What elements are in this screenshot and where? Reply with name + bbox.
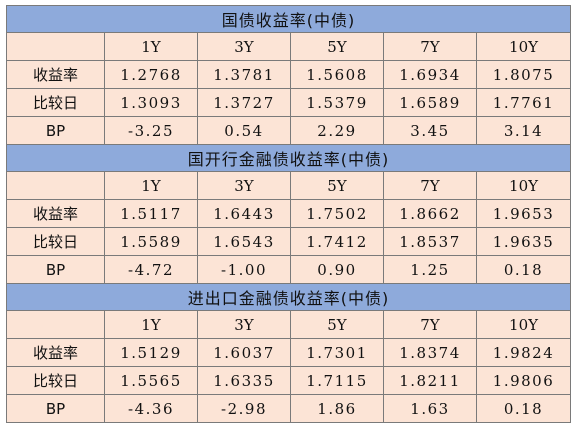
value-cell: 1.5608 [290, 60, 384, 89]
header-cell: 5Y [290, 32, 384, 61]
value-cell: 2.29 [290, 116, 384, 145]
value-cell: 1.8211 [383, 366, 477, 395]
header-cell: 3Y [197, 171, 291, 200]
header-cell: 7Y [383, 310, 477, 339]
header-cell: 10Y [475, 310, 572, 339]
value-cell: 1.7412 [290, 227, 384, 256]
value-cell: 1.7115 [290, 366, 384, 395]
value-cell: 1.6443 [197, 199, 291, 228]
header-cell: 1Y [104, 310, 198, 339]
value-cell: 1.3093 [104, 88, 198, 117]
table-row: 收益率 1.5129 1.6037 1.7301 1.8374 1.9824 [6, 338, 572, 367]
value-cell: 1.5117 [104, 199, 198, 228]
header-cell: 3Y [197, 310, 291, 339]
value-cell: 1.63 [383, 394, 477, 423]
value-cell: 1.6589 [383, 88, 477, 117]
value-cell: -4.36 [104, 394, 198, 423]
row-label: 比较日 [6, 227, 105, 256]
value-cell: 1.5565 [104, 366, 198, 395]
row-label: 收益率 [6, 338, 105, 367]
header-cell: 1Y [104, 32, 198, 61]
header-cell: 7Y [383, 171, 477, 200]
value-cell: 0.18 [475, 255, 572, 284]
value-cell: 1.3727 [197, 88, 291, 117]
header-cell: 10Y [475, 171, 572, 200]
row-label: 比较日 [6, 88, 105, 117]
header-cell: 5Y [290, 171, 384, 200]
section-title: 进出口金融债收益率(中债) [5, 283, 572, 311]
value-cell: 1.6934 [383, 60, 477, 89]
value-cell: 1.3781 [197, 60, 291, 89]
value-cell: 1.25 [383, 255, 477, 284]
value-cell: 0.54 [197, 116, 291, 145]
section-title-row: 国债收益率(中债) [5, 5, 572, 33]
value-cell: 1.7301 [290, 338, 384, 367]
table-row: BP -4.36 -2.98 1.86 1.63 0.18 [6, 394, 572, 423]
value-cell: -4.72 [104, 255, 198, 284]
header-empty-cell [6, 310, 105, 339]
table-row: 比较日 1.5565 1.6335 1.7115 1.8211 1.9806 [6, 366, 572, 395]
row-label: 收益率 [6, 199, 105, 228]
header-cell: 1Y [104, 171, 198, 200]
value-cell: 1.5129 [104, 338, 198, 367]
value-cell: 1.6543 [197, 227, 291, 256]
section-title-row: 进出口金融债收益率(中债) [5, 283, 572, 311]
value-cell: 1.7502 [290, 199, 384, 228]
header-cell: 7Y [383, 32, 477, 61]
row-label: BP [6, 116, 105, 145]
row-label: BP [6, 255, 105, 284]
value-cell: -1.00 [197, 255, 291, 284]
section-title: 国开行金融债收益率(中债) [5, 144, 572, 172]
value-cell: 0.18 [475, 394, 572, 423]
row-label: 收益率 [6, 60, 105, 89]
table-row: 收益率 1.2768 1.3781 1.5608 1.6934 1.8075 [6, 60, 572, 89]
value-cell: 0.90 [290, 255, 384, 284]
value-cell: -3.25 [104, 116, 198, 145]
header-row: 1Y 3Y 5Y 7Y 10Y [6, 32, 572, 61]
table-row: 比较日 1.5589 1.6543 1.7412 1.8537 1.9635 [6, 227, 572, 256]
value-cell: 1.5589 [104, 227, 198, 256]
yield-table-container: 国债收益率(中债) 1Y 3Y 5Y 7Y 10Y 收益率 1.2768 1.3… [5, 5, 572, 423]
value-cell: 3.45 [383, 116, 477, 145]
value-cell: 1.9653 [475, 199, 572, 228]
section-title: 国债收益率(中债) [5, 5, 572, 33]
table-row: BP -3.25 0.54 2.29 3.45 3.14 [6, 116, 572, 145]
header-empty-cell [6, 171, 105, 200]
value-cell: 1.7761 [475, 88, 572, 117]
value-cell: 1.8537 [383, 227, 477, 256]
row-label: 比较日 [6, 366, 105, 395]
value-cell: 3.14 [475, 116, 572, 145]
value-cell: 1.9635 [475, 227, 572, 256]
value-cell: -2.98 [197, 394, 291, 423]
table-row: 比较日 1.3093 1.3727 1.5379 1.6589 1.7761 [6, 88, 572, 117]
header-empty-cell [6, 32, 105, 61]
value-cell: 1.9824 [475, 338, 572, 367]
yield-table: 国债收益率(中债) 1Y 3Y 5Y 7Y 10Y 收益率 1.2768 1.3… [5, 5, 572, 423]
header-row: 1Y 3Y 5Y 7Y 10Y [6, 171, 572, 200]
header-row: 1Y 3Y 5Y 7Y 10Y [6, 310, 572, 339]
table-row: 收益率 1.5117 1.6443 1.7502 1.8662 1.9653 [6, 199, 572, 228]
value-cell: 1.8075 [475, 60, 572, 89]
table-row: BP -4.72 -1.00 0.90 1.25 0.18 [6, 255, 572, 284]
row-label: BP [6, 394, 105, 423]
value-cell: 1.86 [290, 394, 384, 423]
value-cell: 1.9806 [475, 366, 572, 395]
value-cell: 1.5379 [290, 88, 384, 117]
value-cell: 1.2768 [104, 60, 198, 89]
value-cell: 1.8374 [383, 338, 477, 367]
header-cell: 3Y [197, 32, 291, 61]
header-cell: 5Y [290, 310, 384, 339]
value-cell: 1.6335 [197, 366, 291, 395]
section-title-row: 国开行金融债收益率(中债) [5, 144, 572, 172]
value-cell: 1.8662 [383, 199, 477, 228]
header-cell: 10Y [475, 32, 572, 61]
value-cell: 1.6037 [197, 338, 291, 367]
